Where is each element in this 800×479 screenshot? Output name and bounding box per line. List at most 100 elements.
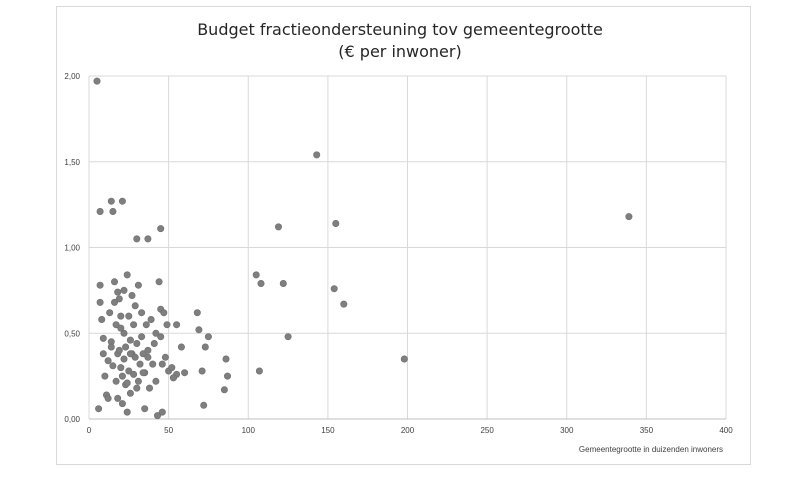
data-point xyxy=(134,377,142,385)
data-point xyxy=(117,312,125,320)
data-point xyxy=(99,350,107,358)
data-point xyxy=(160,309,168,317)
data-point xyxy=(134,281,142,289)
data-point xyxy=(198,367,206,375)
data-point xyxy=(147,315,155,323)
data-point xyxy=(138,333,146,341)
data-point xyxy=(130,321,138,329)
data-point xyxy=(128,291,136,299)
data-point xyxy=(340,300,348,308)
data-point xyxy=(117,324,125,332)
x-tick-label: 150 xyxy=(321,426,335,435)
y-tick-label: 2,00 xyxy=(64,72,80,81)
data-point xyxy=(104,357,112,365)
data-point xyxy=(139,369,147,377)
data-point xyxy=(152,329,160,337)
data-point xyxy=(130,370,138,378)
data-point xyxy=(98,315,106,323)
data-point xyxy=(144,353,152,361)
data-point xyxy=(152,377,160,385)
data-point xyxy=(195,326,203,334)
data-point xyxy=(114,394,122,402)
data-point xyxy=(96,281,104,289)
data-point xyxy=(158,408,166,416)
data-point xyxy=(284,333,292,341)
data-point xyxy=(125,312,133,320)
data-point xyxy=(120,286,128,294)
data-point xyxy=(169,374,177,382)
data-point xyxy=(125,367,133,375)
x-tick-label: 400 xyxy=(719,426,733,435)
data-point xyxy=(133,235,141,243)
data-point xyxy=(117,364,125,372)
data-point xyxy=(126,389,134,397)
data-point xyxy=(144,346,152,354)
data-point xyxy=(114,288,122,296)
data-point xyxy=(400,355,408,363)
data-point xyxy=(120,355,128,363)
data-point xyxy=(155,278,163,286)
x-tick-label: 0 xyxy=(87,426,92,435)
data-point xyxy=(252,271,260,279)
data-point xyxy=(146,384,154,392)
data-point xyxy=(136,360,144,368)
data-point xyxy=(93,77,101,85)
data-point xyxy=(204,333,212,341)
data-point xyxy=(99,334,107,342)
y-tick-label: 0,00 xyxy=(64,415,80,424)
data-point xyxy=(123,271,131,279)
data-point xyxy=(118,372,126,380)
x-axis-label: Gemeentegrootte in duizenden inwoners xyxy=(579,445,723,454)
data-point xyxy=(123,408,131,416)
data-point xyxy=(111,298,119,306)
y-tick-label: 1,50 xyxy=(64,158,80,167)
x-tick-label: 350 xyxy=(640,426,654,435)
data-point xyxy=(120,329,128,337)
data-point xyxy=(255,367,263,375)
data-point xyxy=(142,321,150,329)
y-tick-label: 0,50 xyxy=(64,329,80,338)
data-point xyxy=(131,353,139,361)
data-point xyxy=(222,355,230,363)
chart-title: Budget fractieondersteuning tov gemeente… xyxy=(197,20,603,39)
axes xyxy=(88,76,726,420)
data-point xyxy=(158,360,166,368)
data-point xyxy=(200,401,208,409)
data-point xyxy=(257,279,265,287)
data-point xyxy=(332,220,340,228)
data-point xyxy=(118,197,126,205)
data-point xyxy=(157,333,165,341)
data-point xyxy=(279,279,287,287)
data-point xyxy=(224,372,232,380)
data-point xyxy=(173,321,181,329)
data-point xyxy=(112,377,120,385)
x-tick-label: 100 xyxy=(242,426,256,435)
data-point xyxy=(101,372,109,380)
data-point xyxy=(107,197,115,205)
data-point xyxy=(154,412,162,420)
x-tick-label: 300 xyxy=(560,426,574,435)
x-tick-label: 200 xyxy=(401,426,415,435)
data-point xyxy=(96,298,104,306)
data-point xyxy=(163,321,171,329)
data-point xyxy=(177,343,185,351)
data-point xyxy=(181,369,189,377)
data-point xyxy=(106,309,114,317)
data-point xyxy=(168,364,176,372)
data-point xyxy=(107,343,115,351)
data-point xyxy=(131,302,139,310)
data-point xyxy=(161,353,169,361)
chart-frame xyxy=(56,6,751,465)
data-point xyxy=(104,394,112,402)
x-tick-labels: 0 50 100 150 200 250 300 350 400 xyxy=(87,426,733,435)
data-point xyxy=(126,350,134,358)
data-point xyxy=(313,151,321,159)
data-point xyxy=(150,339,158,347)
data-point xyxy=(139,350,147,358)
data-point xyxy=(141,405,149,413)
data-point xyxy=(144,235,152,243)
x-tick-label: 50 xyxy=(164,426,173,435)
data-point xyxy=(123,379,131,387)
data-point xyxy=(157,225,165,233)
